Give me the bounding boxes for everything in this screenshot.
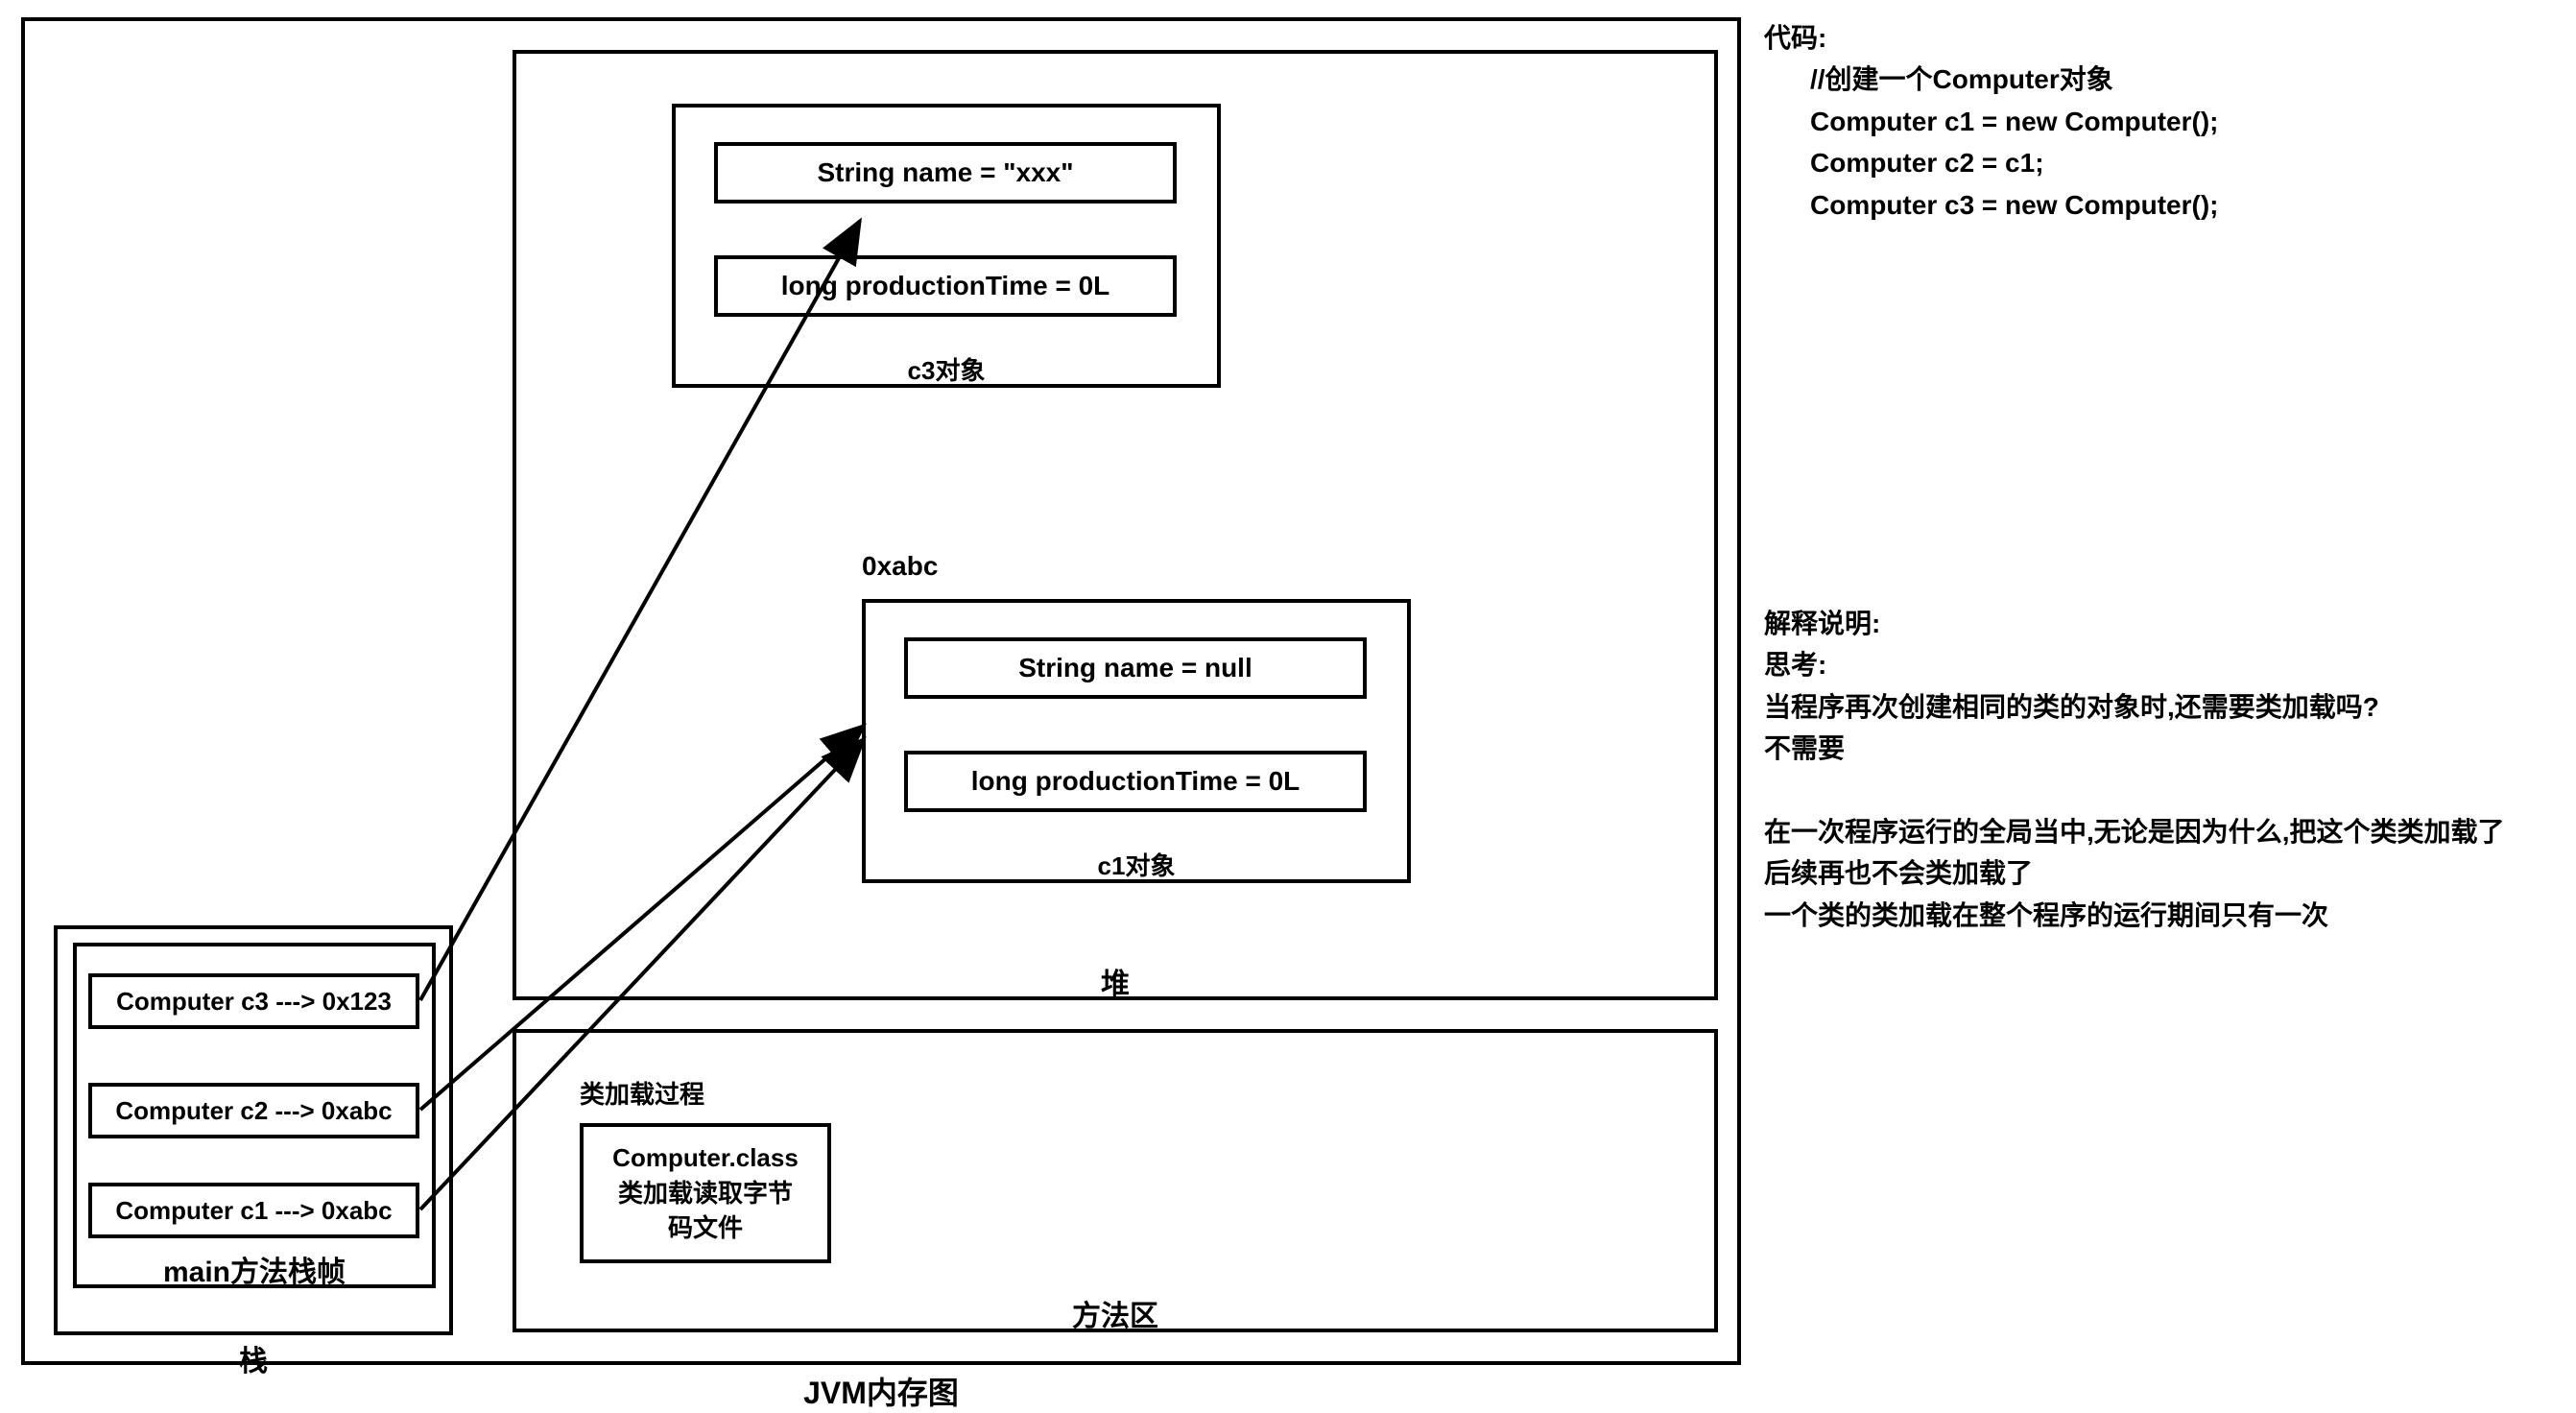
explain-title: 解释说明: xyxy=(1764,603,2551,644)
object-field: String name = null xyxy=(904,637,1367,699)
code-block: 代码://创建一个Computer对象Computer c1 = new Com… xyxy=(1764,17,2551,226)
explain-line: 一个类的类加载在整个程序的运行期间只有一次 xyxy=(1764,895,2551,936)
code-line: Computer c1 = new Computer(); xyxy=(1764,101,2551,142)
method-area-label: 方法区 xyxy=(513,1292,1718,1334)
explain-line xyxy=(1764,770,2551,811)
heap-object-address: 0xabc xyxy=(862,551,977,582)
explain-line: 当程序再次创建相同的类的对象时,还需要类加载吗? xyxy=(1764,686,2551,728)
explain-block: 解释说明:思考:当程序再次创建相同的类的对象时,还需要类加载吗?不需要 在一次程… xyxy=(1764,603,2551,936)
class-box-line: Computer.class xyxy=(612,1140,799,1175)
explain-line: 不需要 xyxy=(1764,728,2551,769)
explain-line: 思考: xyxy=(1764,644,2551,685)
code-line: //创建一个Computer对象 xyxy=(1764,59,2551,100)
object-field: long productionTime = 0L xyxy=(714,255,1177,317)
object-field: String name = "xxx" xyxy=(714,142,1177,204)
class-box-line: 码文件 xyxy=(668,1210,743,1245)
classload-label: 类加载过程 xyxy=(580,1075,704,1111)
code-line: Computer c2 = c1; xyxy=(1764,142,2551,183)
stack-var: Computer c1 ---> 0xabc xyxy=(88,1183,419,1238)
heap-label: 堆 xyxy=(513,960,1718,1002)
stack-var: Computer c3 ---> 0x123 xyxy=(88,973,419,1029)
stack-label: 栈 xyxy=(54,1337,453,1379)
code-title: 代码: xyxy=(1764,17,2551,59)
stack-var: Computer c2 ---> 0xabc xyxy=(88,1083,419,1138)
class-box-line: 类加载读取字节 xyxy=(618,1176,793,1210)
heap-object-label: c3对象 xyxy=(672,351,1221,387)
object-field: long productionTime = 0L xyxy=(904,751,1367,812)
explain-line: 在一次程序运行的全局当中,无论是因为什么,把这个类类加载了 xyxy=(1764,811,2551,852)
stack-frame-label: main方法栈帧 xyxy=(73,1248,436,1290)
class-box: Computer.class类加载读取字节码文件 xyxy=(580,1123,831,1263)
explain-line: 后续再也不会类加载了 xyxy=(1764,852,2551,894)
heap-object-label: c1对象 xyxy=(862,847,1411,882)
code-line: Computer c3 = new Computer(); xyxy=(1764,184,2551,226)
